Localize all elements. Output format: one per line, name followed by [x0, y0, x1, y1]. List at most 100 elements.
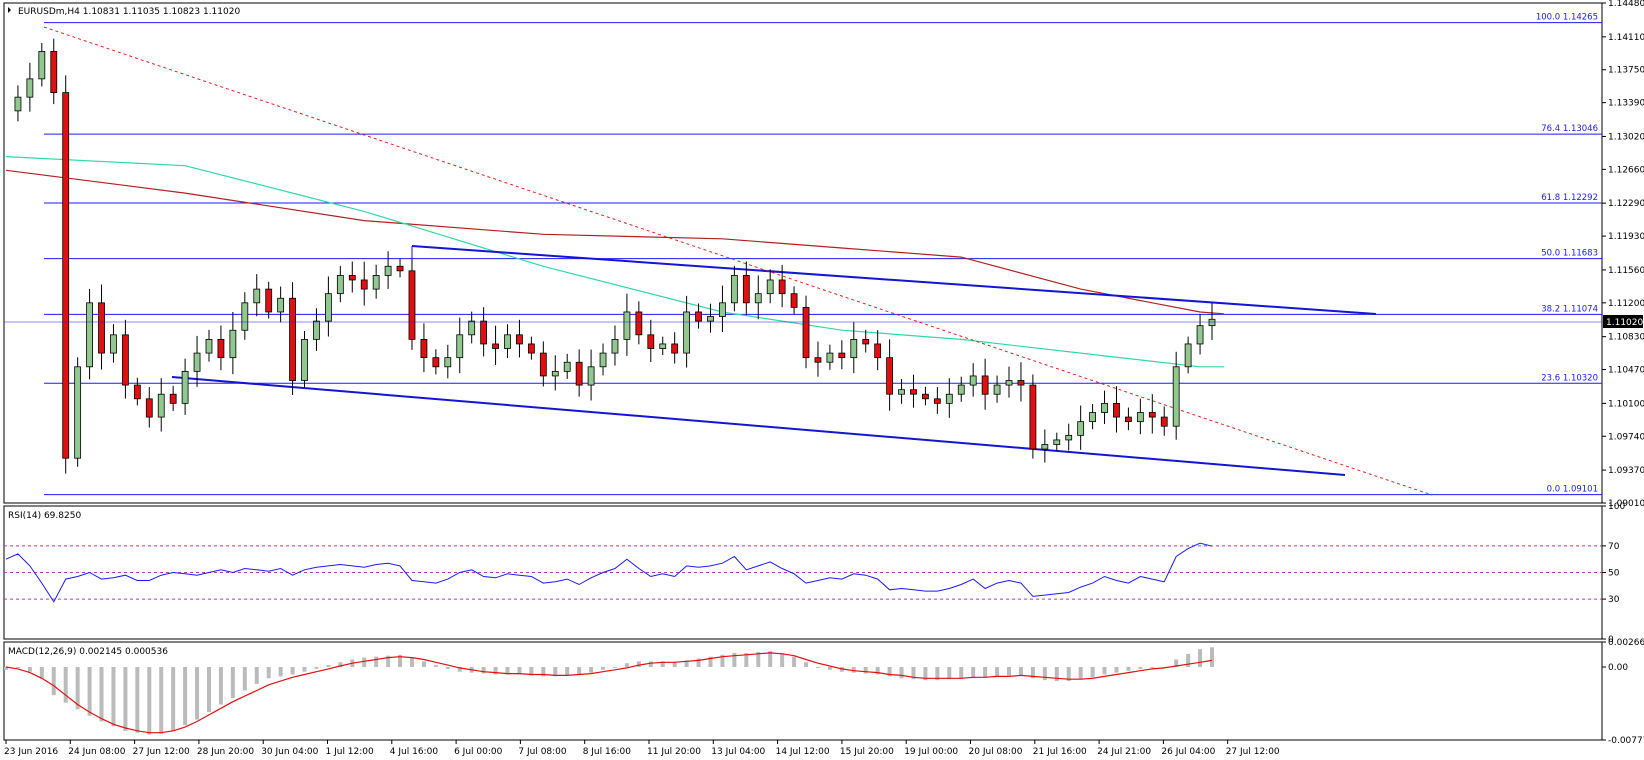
macd-histogram-bar — [338, 662, 343, 667]
rsi-tick-label: 0 — [1608, 635, 1614, 645]
candle-bear — [862, 338, 870, 345]
candle-bear — [122, 334, 129, 386]
price-tick-label: 1.13390 — [1608, 99, 1644, 109]
candle-bear — [922, 393, 929, 400]
candle-bull — [14, 96, 22, 112]
macd-histogram-bar — [995, 666, 1000, 677]
time-tick-label: 27 Jun 12:00 — [133, 747, 190, 757]
macd-histogram-bar — [887, 666, 892, 677]
candle-bull — [957, 384, 965, 395]
macd-histogram-bar — [983, 666, 988, 678]
fib-level-label: 38.2 1.11074 — [1541, 304, 1598, 314]
time-tick-label: 1 Jul 12:00 — [326, 747, 375, 757]
rsi-indicator — [4, 542, 1602, 603]
rsi-panel-header: RSI(14) 69.8250 — [8, 511, 81, 521]
candle-bear — [217, 338, 225, 359]
macd-histogram-bar — [386, 655, 391, 667]
candle-bull — [313, 320, 320, 340]
macd-histogram-bar — [660, 661, 665, 667]
moving-average-fast — [5, 156, 1224, 368]
macd-histogram-bar — [696, 658, 701, 667]
macd-histogram-bar — [481, 666, 486, 674]
candle-bull — [1208, 318, 1216, 327]
candle-bear — [910, 389, 917, 395]
candle-bear — [647, 334, 655, 349]
macd-histogram-bar — [517, 666, 522, 675]
macd-histogram-bar — [147, 666, 152, 735]
main-price-axis: 1.14480 1.14110 1.13750 1.13390 1.13020 1.126… — [1602, 0, 1644, 509]
candle-bear — [695, 311, 702, 322]
macd-indicator — [4, 647, 1214, 735]
candle-bull — [86, 302, 93, 368]
macd-histogram-bar — [15, 666, 20, 668]
macd-histogram-bar — [51, 666, 56, 696]
macd-histogram-bar — [242, 666, 247, 691]
macd-histogram-bar — [278, 666, 283, 677]
macd-tick-label: 0.00 — [1608, 663, 1628, 673]
macd-histogram-bar — [577, 666, 582, 675]
macd-panel-frame — [3, 641, 1603, 741]
macd-histogram-bar — [1090, 666, 1095, 678]
candle-bull — [969, 375, 977, 386]
candle-bear — [874, 343, 882, 359]
macd-histogram-bar — [123, 666, 128, 731]
candle-bull — [611, 338, 619, 354]
macd-histogram-bar — [923, 666, 928, 681]
candle-bull — [277, 297, 285, 313]
macd-histogram-bar — [863, 666, 868, 674]
candle-bear — [671, 343, 679, 354]
candle-bull — [707, 316, 714, 322]
chart-symbol-icon — [8, 7, 11, 13]
macd-histogram-bar — [541, 666, 546, 677]
macd-histogram-bar — [445, 666, 450, 669]
candle-bear — [527, 343, 535, 354]
candle-bull — [599, 352, 607, 368]
candle-bear — [492, 343, 499, 349]
macd-histogram-bar — [672, 662, 677, 667]
macd-histogram-bar — [720, 654, 725, 667]
time-tick-label: 14 Jul 12:00 — [776, 747, 830, 757]
macd-histogram-bar — [1018, 666, 1023, 676]
candle-bull — [324, 293, 332, 322]
time-tick-label: 23 Jun 2016 — [4, 747, 58, 757]
fib-level-label: 76.4 1.13046 — [1541, 124, 1598, 134]
candle-bear — [98, 302, 105, 354]
macd-histogram-bar — [266, 666, 271, 679]
macd-histogram-bar — [1114, 666, 1119, 673]
candle-bull — [826, 352, 834, 363]
candle-bull — [850, 338, 858, 359]
macd-histogram-bar — [230, 666, 235, 698]
main-panel-header: EURUSDm,H4 1.10831 1.11035 1.10823 1.110… — [18, 7, 240, 17]
macd-histogram-bar — [636, 661, 641, 667]
time-tick-label: 24 Jun 08:00 — [68, 747, 125, 757]
macd-histogram-bar — [433, 665, 438, 667]
candle-bull — [301, 338, 308, 381]
macd-histogram-bar — [708, 656, 713, 667]
channel-upper-line — [411, 245, 1377, 315]
time-tick-label: 13 Jul 04:00 — [711, 747, 765, 757]
candle-bull — [229, 329, 237, 359]
time-tick-label: 8 Jul 16:00 — [583, 747, 632, 757]
price-tick-label: 1.09740 — [1608, 432, 1644, 442]
time-tick-label: 4 Jul 16:00 — [390, 747, 439, 757]
candlesticks — [14, 38, 1216, 474]
time-tick-label: 20 Jul 08:00 — [969, 747, 1023, 757]
time-tick-label: 21 Jul 16:00 — [1033, 747, 1087, 757]
price-tick-label: 1.10100 — [1608, 399, 1644, 409]
candle-bear — [420, 338, 428, 359]
price-tick-label: 1.13750 — [1608, 66, 1644, 76]
candle-bull — [659, 343, 667, 349]
candle-bear — [790, 293, 798, 308]
macd-histogram-bar — [732, 652, 737, 667]
candle-bear — [480, 320, 488, 345]
candle-bear — [1125, 416, 1132, 423]
candle-bear — [838, 352, 846, 359]
macd-panel-header: MACD(12,26,9) 0.002145 0.000536 — [8, 647, 168, 657]
candle-bear — [742, 274, 750, 304]
macd-histogram-bar — [875, 666, 880, 675]
macd-histogram-bar — [1138, 666, 1143, 669]
macd-histogram-bar — [171, 666, 176, 731]
macd-histogram-bar — [959, 666, 964, 679]
candle-bull — [241, 302, 249, 331]
candle-bear — [539, 352, 547, 377]
